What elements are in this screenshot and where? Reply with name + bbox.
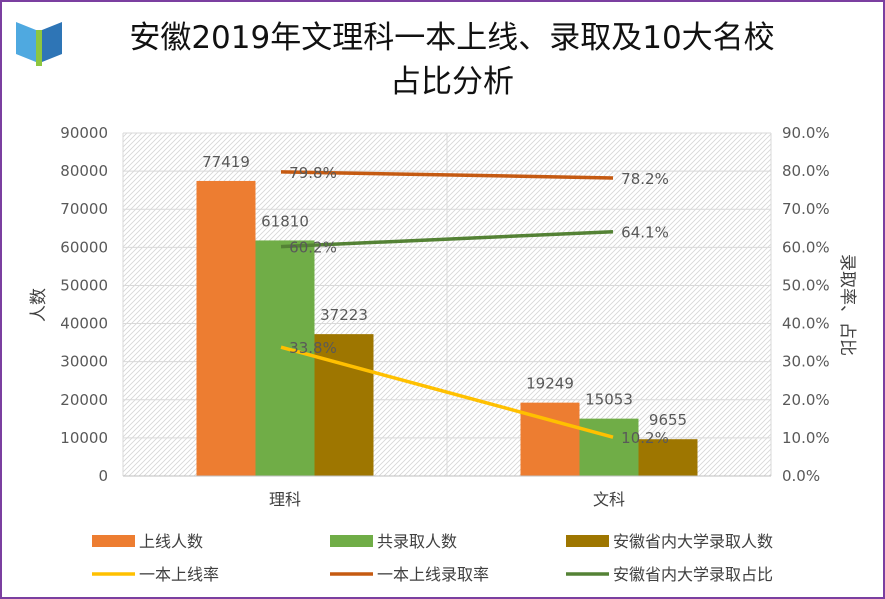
y2-tick-label: 40.0% xyxy=(782,315,830,333)
book-logo-icon xyxy=(16,22,62,66)
y2-tick-label: 60.0% xyxy=(782,238,830,256)
series-line xyxy=(280,345,614,439)
legend-label: 一本上线录取率 xyxy=(377,565,489,584)
x-tick-label: 文科 xyxy=(593,490,625,509)
y-tick-label: 30000 xyxy=(60,353,108,371)
legend-label: 上线人数 xyxy=(139,532,203,551)
legend-label: 一本上线率 xyxy=(139,565,219,584)
y2-tick-label: 70.0% xyxy=(782,200,830,218)
bar-data-label: 37223 xyxy=(320,306,368,324)
bar-data-label: 9655 xyxy=(649,411,687,429)
chart-title-line1: 安徽2019年文理科一本上线、录取及10大名校 xyxy=(129,20,775,56)
y-tick-label: 80000 xyxy=(60,162,108,180)
y-tick-label: 70000 xyxy=(60,200,108,218)
bar-data-label: 77419 xyxy=(202,153,250,171)
bar-data-label: 15053 xyxy=(585,391,633,409)
line-data-label: 33.8% xyxy=(289,339,337,357)
bar xyxy=(638,439,698,476)
y-tick-label: 50000 xyxy=(60,276,108,294)
y-tick-label: 60000 xyxy=(60,238,108,256)
bar xyxy=(196,180,256,477)
chart-title: 安徽2019年文理科一本上线、录取及10大名校 占比分析 xyxy=(72,16,832,104)
y-tick-label: 10000 xyxy=(60,429,108,447)
line-data-label: 64.1% xyxy=(621,224,669,242)
y2-tick-label: 0.0% xyxy=(782,467,820,485)
series-line xyxy=(280,229,614,249)
bar xyxy=(255,240,315,476)
y2-tick-label: 10.0% xyxy=(782,429,830,447)
line-data-label: 78.2% xyxy=(621,170,669,188)
legend-label: 共录取人数 xyxy=(377,532,457,551)
y-tick-label: 0 xyxy=(98,467,108,485)
line-data-label: 79.8% xyxy=(289,164,337,182)
x-tick-label: 理科 xyxy=(269,490,301,509)
y2-tick-label: 50.0% xyxy=(782,276,830,294)
series-line xyxy=(280,170,614,180)
y2-tick-label: 80.0% xyxy=(782,162,830,180)
y-tick-label: 40000 xyxy=(60,315,108,333)
legend-label: 安徽省内大学录取人数 xyxy=(613,532,773,551)
bar-data-label: 61810 xyxy=(261,212,309,230)
line-data-label: 60.2% xyxy=(289,239,337,257)
y2-axis-title: 录取率、占比 xyxy=(837,254,857,356)
chart-title-line2: 占比分析 xyxy=(390,64,514,100)
legend-swatch xyxy=(566,535,609,547)
y-axis-title: 人数 xyxy=(29,288,49,322)
y2-tick-label: 20.0% xyxy=(782,391,830,409)
y-tick-label: 90000 xyxy=(60,124,108,142)
legend-swatch xyxy=(330,535,373,547)
bar xyxy=(579,418,639,476)
y2-tick-label: 30.0% xyxy=(782,353,830,371)
bar-data-label: 19249 xyxy=(526,375,574,393)
y-tick-label: 20000 xyxy=(60,391,108,409)
y2-tick-label: 90.0% xyxy=(782,124,830,142)
legend-label: 安徽省内大学录取占比 xyxy=(613,565,773,584)
legend-swatch xyxy=(92,535,135,547)
line-data-label: 10.2% xyxy=(621,429,669,447)
